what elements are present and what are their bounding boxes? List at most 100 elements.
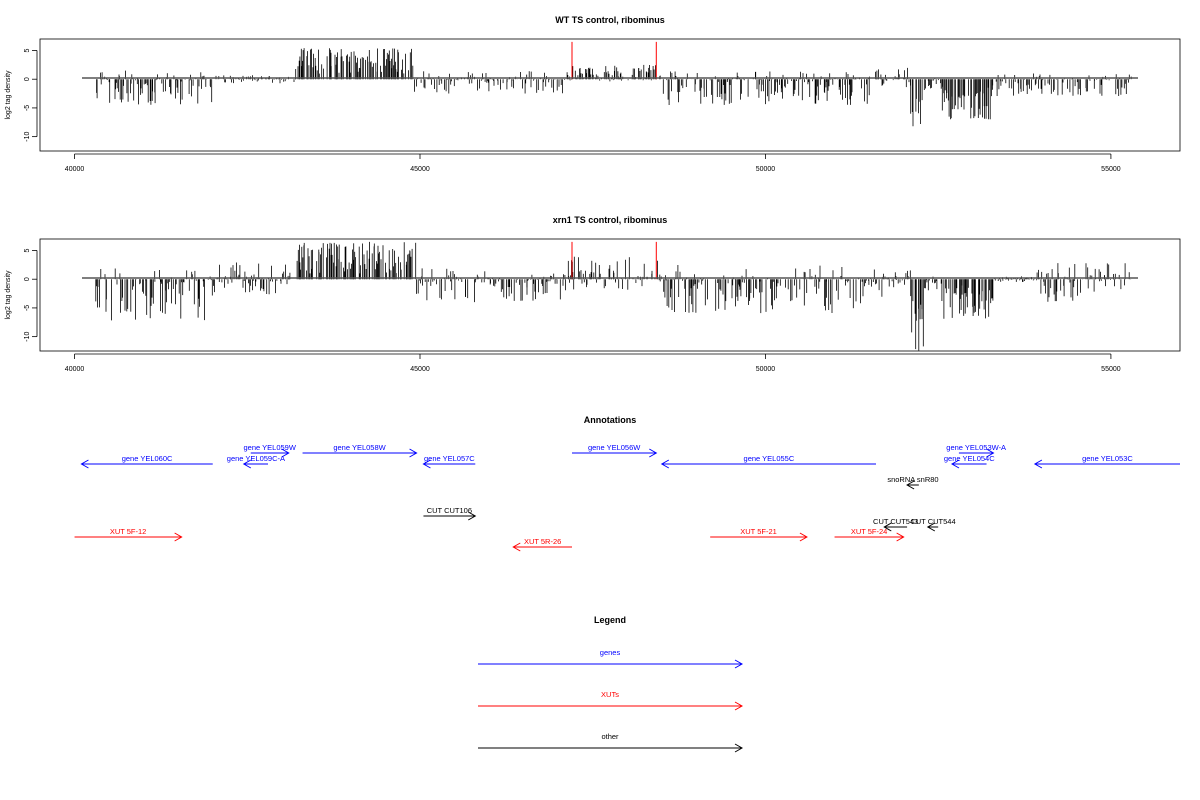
legend-items: genes XUTs other (478, 648, 744, 753)
feature-arrow-head (80, 459, 89, 469)
feature-arrow-head (1033, 459, 1043, 469)
feature-arrow-head (926, 522, 936, 532)
legend-item: XUTs (478, 690, 744, 711)
wt-track-panel: WT TS control, ribominus log2 tag densit… (5, 15, 1181, 173)
feature-label: gene YEL060C (122, 454, 173, 463)
x-tick-label: 50000 (756, 366, 776, 373)
annotation-feature: XUT 5F-21 (710, 527, 808, 542)
y-tick-label: 0 (24, 77, 31, 81)
x-tick-label: 55000 (1101, 166, 1121, 173)
plot-frame (39, 38, 1181, 152)
feature-label: XUT 5F-21 (740, 527, 777, 536)
feature-label: CUT CUT544 (910, 517, 955, 526)
feature-arrow-head (649, 448, 658, 458)
feature-arrow-head (906, 480, 915, 490)
feature-arrow-head (799, 532, 808, 542)
annotation-feature: gene YEL053C (1033, 454, 1180, 469)
x-tick-label: 40000 (65, 166, 85, 173)
annotation-arrows: gene YEL060C gene YEL059W gene YEL059C-A ge… (74, 443, 1180, 552)
feature-label: gene YEL056W (588, 443, 641, 452)
legend-item: other (478, 732, 744, 753)
feature-arrow-head (281, 448, 290, 458)
xrn1-track-panel: xrn1 TS control, ribominus log2 tag dens… (5, 215, 1181, 373)
y-tick-label: 5 (24, 48, 31, 52)
y-axis-label: log2 tag density (5, 70, 12, 120)
annotation-feature: CUT CUT106 (423, 506, 477, 521)
marker-lines (571, 241, 657, 280)
bar-series (95, 241, 1132, 351)
feature-label: gene YEL058W (333, 443, 386, 452)
annotation-feature: gene YEL057C (422, 454, 475, 469)
feature-label: CUT CUT106 (427, 506, 472, 515)
annotation-feature: gene YEL055C (660, 454, 876, 469)
x-tick-label: 45000 (410, 366, 430, 373)
legend-arrow-head (734, 743, 744, 753)
legend-arrow-head (734, 659, 744, 669)
feature-label: XUT 5F-24 (851, 527, 888, 536)
annotation-feature: XUT 5F-24 (834, 527, 905, 542)
feature-label: gene YEL053W-A (946, 443, 1006, 452)
y-tick-label: -10 (24, 131, 31, 141)
annotation-feature: gene YEL059C-A (227, 454, 285, 469)
feature-label: gene YEL057C (424, 454, 475, 463)
feature-label: gene YEL059W (244, 443, 297, 452)
annotations-title: Annotations (584, 415, 637, 425)
y-axis-label: log2 tag density (5, 270, 12, 320)
legend-label: XUTs (601, 690, 619, 699)
plot-frame (39, 238, 1181, 352)
annotation-feature: CUT CUT544 (910, 517, 956, 532)
legend-title: Legend (594, 615, 626, 625)
feature-label: gene YEL054C (944, 454, 995, 463)
annotation-feature: snoRNA snR80 (887, 475, 939, 490)
annotation-feature: gene YEL058W (302, 443, 418, 458)
feature-arrow-head (986, 448, 995, 458)
y-axis: 5 0 -5 -10 (24, 248, 38, 342)
y-tick-label: -5 (24, 305, 31, 311)
feature-label: XUT 5R-26 (524, 537, 561, 546)
y-tick-label: 5 (24, 248, 31, 252)
annotation-feature: gene YEL056W (572, 443, 658, 458)
annotation-feature: CUT CUT543 (873, 517, 918, 532)
feature-arrow-head (660, 459, 670, 469)
feature-label: gene YEL059C-A (227, 454, 285, 463)
feature-arrow-head (174, 532, 183, 542)
annotation-feature: XUT 5F-12 (74, 527, 183, 542)
annotation-feature: gene YEL059W (244, 443, 297, 458)
feature-arrow-head (422, 459, 431, 469)
x-axis: 40000 45000 50000 55000 (65, 353, 1121, 373)
chart-title: xrn1 TS control, ribominus (553, 215, 668, 225)
feature-arrow-head (468, 511, 477, 521)
y-tick-label: 0 (24, 277, 31, 281)
feature-arrow-head (883, 522, 892, 532)
legend-item: genes (478, 648, 744, 669)
feature-arrow-head (409, 448, 418, 458)
annotation-feature: XUT 5R-26 (512, 537, 572, 552)
legend-label: other (601, 732, 619, 741)
bar-series (96, 48, 1132, 127)
chart-title: WT TS control, ribominus (555, 15, 665, 25)
x-tick-label: 50000 (756, 166, 776, 173)
y-axis: 5 0 -5 -10 (24, 48, 38, 142)
x-tick-label: 55000 (1101, 366, 1121, 373)
feature-arrow-head (242, 459, 252, 469)
legend: Legend genes XUTs other (478, 615, 744, 753)
annotation-feature: gene YEL060C (80, 454, 213, 469)
legend-arrow-head (734, 701, 744, 711)
annotation-feature: gene YEL053W-A (946, 443, 1006, 458)
x-tick-label: 40000 (65, 366, 85, 373)
feature-label: CUT CUT543 (873, 517, 918, 526)
feature-arrow-head (512, 542, 521, 552)
y-tick-label: -10 (24, 331, 31, 341)
y-tick-label: -5 (24, 105, 31, 111)
feature-label: XUT 5F-12 (110, 527, 147, 536)
feature-label: gene YEL053C (1082, 454, 1133, 463)
marker-lines (571, 41, 657, 80)
x-tick-label: 45000 (410, 166, 430, 173)
legend-label: genes (600, 648, 621, 657)
feature-label: snoRNA snR80 (887, 475, 938, 484)
x-axis: 40000 45000 50000 55000 (65, 153, 1121, 173)
feature-label: gene YEL055C (744, 454, 795, 463)
feature-arrow-head (896, 532, 905, 542)
